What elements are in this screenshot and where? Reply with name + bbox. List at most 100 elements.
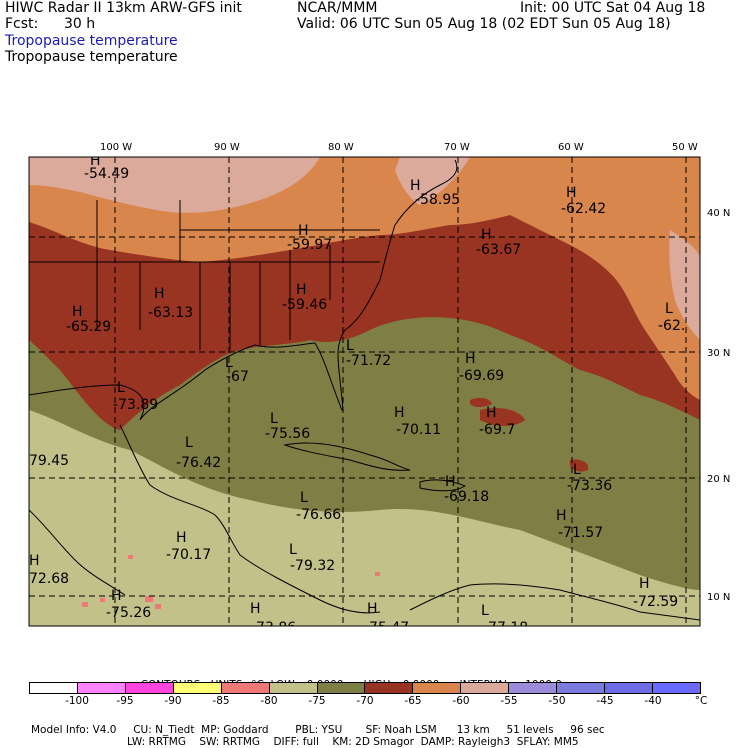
km-scheme: KM: 2D Smagor [332, 736, 414, 748]
shade-pink-nw [29, 157, 320, 213]
extremum-type: H [445, 474, 456, 490]
extremum-type: H [111, 588, 122, 604]
colorbar-swatch [557, 683, 606, 693]
lw-scheme: LW: RRTMG [127, 736, 186, 748]
extremum-value: -70.11 [396, 422, 441, 438]
map-frame [28, 156, 701, 627]
extremum-type: L [573, 462, 581, 478]
shade-pink-ne [395, 157, 470, 205]
extremum-type: H [639, 576, 650, 592]
lon-label: 90 W [214, 142, 240, 153]
colorbar-swatch [509, 683, 558, 693]
colorbar-tick-label: -40 [644, 695, 662, 707]
lat-label: 20 N [707, 474, 730, 485]
extremum-value: -69.7 [479, 422, 515, 438]
extremum-type: H [154, 286, 165, 302]
shaded-field-name: Tropopause temperature [5, 33, 178, 49]
extremum-value: -69.18 [444, 489, 489, 505]
footer-line-2: LW: RRTMG SW: RRTMG DIFF: full KM: 2D Sm… [127, 724, 579, 748]
shade-red-patch-2 [470, 397, 492, 407]
lon-label: 70 W [444, 142, 470, 153]
colorbar-swatch [221, 683, 270, 693]
extremum-type: L [225, 355, 233, 371]
extremum-value: -73.36 [567, 478, 612, 494]
resolution: 13 km [456, 724, 490, 736]
extremum-type: H [394, 405, 405, 421]
extremum-type: H [296, 282, 307, 298]
colorbar-labels: -100 -95 -90 -85 -80 -75 -70 -65 -60 -55 -50 -45 -40… [0, 695, 740, 707]
lon-label: 60 W [558, 142, 584, 153]
extremum-type: H [410, 178, 421, 194]
extremum-type: H [176, 530, 187, 546]
colorbar-swatch [605, 683, 653, 693]
extremum-type: H [566, 185, 577, 201]
colorbar-tick-label: -65 [404, 695, 422, 707]
fcst-label: Fcst: [5, 16, 39, 32]
extremum-value: -62.42 [561, 201, 606, 217]
contour-field-name: Tropopause temperature [5, 49, 178, 65]
extremum-type: H [298, 223, 309, 239]
extremum-type: L [481, 603, 489, 619]
extremum-value: -63.13 [148, 305, 193, 321]
colorbar-swatch [77, 683, 126, 693]
extremum-value: -73.86 [251, 620, 296, 636]
pbl-scheme: PBL: YSU [295, 724, 343, 736]
extremum-value: -71.57 [558, 525, 603, 541]
extremum-value: -67 [226, 369, 249, 385]
extremum-type: H [250, 601, 261, 617]
colorbar-swatch [30, 683, 78, 693]
colorbar-tick-label: -95 [116, 695, 134, 707]
extremum-value: -59.46 [282, 297, 327, 313]
extremum-value: -71.72 [346, 353, 391, 369]
extremum-type: L [117, 380, 125, 396]
extremum-value: -76.66 [296, 507, 341, 523]
model-title: HIWC Radar II 13km ARW-GFS init [5, 0, 242, 16]
sf-scheme: SF: Noah LSM [365, 724, 437, 736]
extremum-type: L [346, 338, 354, 354]
extremum-value: -62. [658, 318, 685, 334]
graticule [29, 157, 700, 626]
shade-red-patch-1 [480, 408, 525, 426]
colorbar-tick-label: -80 [260, 695, 278, 707]
shade-pink-e [669, 230, 700, 340]
org-label: NCAR/MMM [297, 0, 378, 16]
extremum-type: H [367, 601, 378, 617]
colorbar-tick-label: -90 [164, 695, 182, 707]
extremum-type: L [289, 542, 297, 558]
shade-light-south [29, 410, 700, 626]
extremum-type: L [665, 301, 673, 317]
shade-light-south-2 [380, 540, 700, 626]
model-info: Model Info: V4.0 [31, 724, 117, 736]
lat-label: 40 N [707, 208, 730, 219]
extremum-value: -70.17 [166, 547, 211, 563]
colorbar-swatch [413, 683, 462, 693]
init-time: Init: 00 UTC Sat 04 Aug 18 [520, 0, 706, 16]
damp-scheme: DAMP: Rayleigh3 [420, 736, 511, 748]
extremum-value: -59.97 [287, 237, 332, 253]
lon-label: 50 W [672, 142, 698, 153]
colorbar-tick-label: -85 [212, 695, 230, 707]
lon-label: 80 W [328, 142, 354, 153]
colorbar-tick-label: -60 [452, 695, 470, 707]
extremum-value: -75.47 [364, 620, 409, 636]
extremum-value: -76.42 [176, 455, 221, 471]
timestep: 96 sec [570, 724, 605, 736]
fcst-value: 30 h [64, 16, 96, 32]
shade-red-patch-3 [570, 459, 589, 472]
colorbar-tick-label: °C [694, 695, 708, 707]
colorbar-tick-label: -45 [596, 695, 614, 707]
extremum-type: L [185, 435, 193, 451]
colorbar-swatch [269, 683, 318, 693]
sflay-scheme: SFLAY: MM5 [516, 736, 579, 748]
extremum-value: -65.29 [66, 319, 111, 335]
extremum-type: L [300, 490, 308, 506]
extremum-type: L [270, 411, 278, 427]
lat-label: 10 N [707, 592, 730, 603]
extremum-value: 79.45 [29, 453, 69, 469]
extremum-value: -58.95 [415, 192, 460, 208]
lon-label: 100 W [100, 142, 132, 153]
colorbar-tick-label: -70 [356, 695, 374, 707]
colorbar-swatch [317, 683, 366, 693]
extremum-value: -63.67 [476, 242, 521, 258]
valid-time: Valid: 06 UTC Sun 05 Aug 18 (02 EDT Sun … [297, 16, 671, 32]
